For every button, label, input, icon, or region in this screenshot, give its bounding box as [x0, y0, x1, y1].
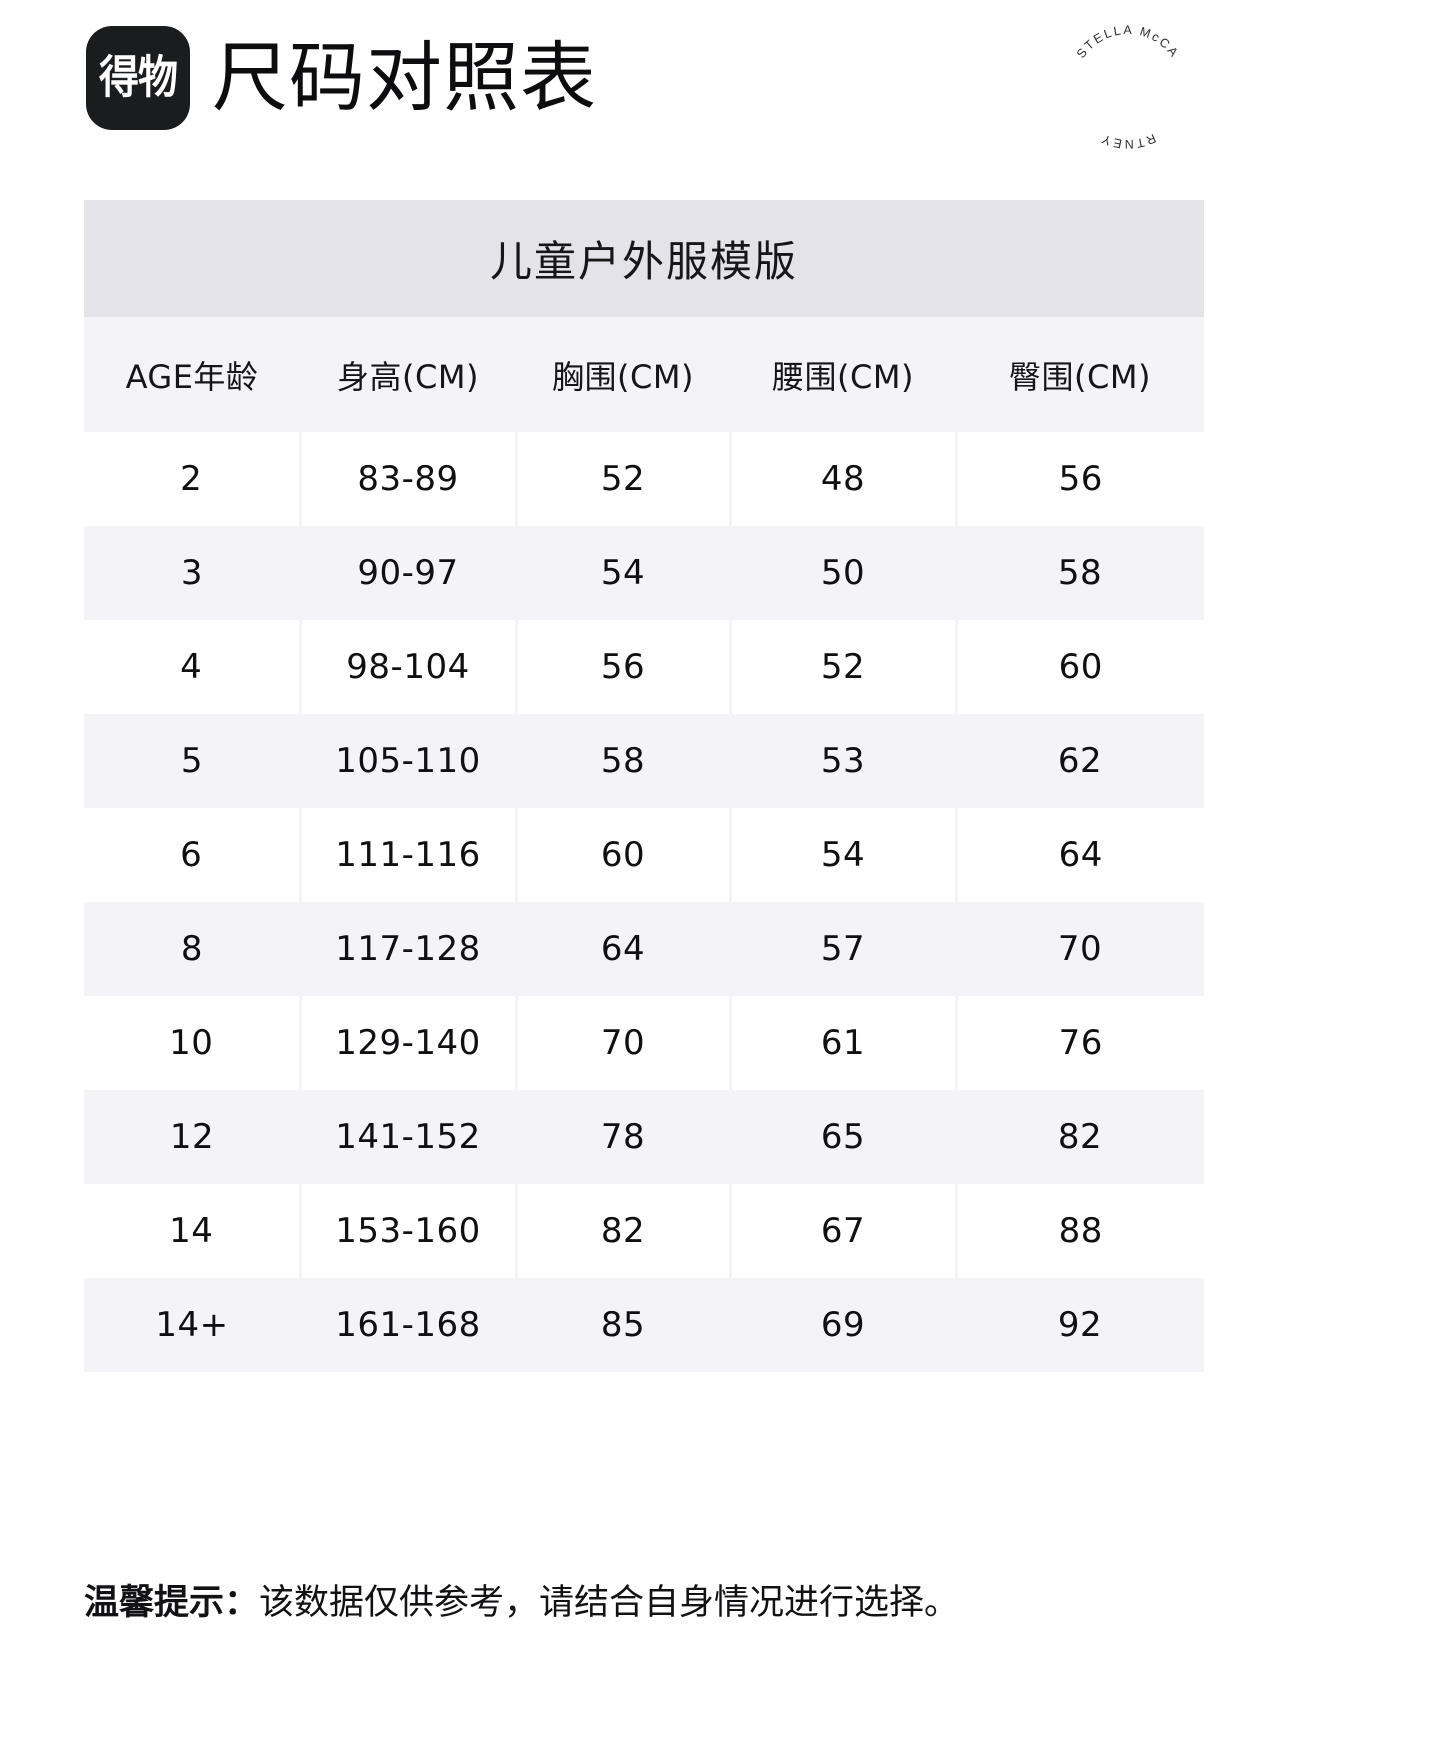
disclaimer-note: 温馨提示：该数据仅供参考，请结合自身情况进行选择。 [84, 1580, 1354, 1627]
cell-chest: 52 [514, 432, 732, 526]
column-header-age: AGE年龄 [84, 317, 300, 432]
cell-waist: 67 [728, 1184, 958, 1278]
table-row: 6 111-116 60 54 64 [84, 808, 1204, 902]
cell-chest: 54 [516, 526, 730, 620]
cell-age: 2 [84, 432, 302, 526]
cell-height: 129-140 [298, 996, 518, 1090]
cell-age: 12 [84, 1090, 300, 1184]
chart-title-band: 儿童户外服模版 [84, 200, 1204, 317]
cell-age: 10 [84, 996, 302, 1090]
cell-waist: 53 [730, 714, 956, 808]
size-table-wrapper: AGE年龄 身高(CM) 胸围(CM) 腰围(CM) 臀围(CM) 2 83-8… [84, 317, 1204, 1372]
cell-waist: 48 [728, 432, 958, 526]
cell-age: 6 [84, 808, 302, 902]
cell-waist: 61 [728, 996, 958, 1090]
cell-hip: 62 [956, 714, 1204, 808]
cell-waist: 50 [730, 526, 956, 620]
table-row: 8 117-128 64 57 70 [84, 902, 1204, 996]
cell-chest: 82 [514, 1184, 732, 1278]
cell-hip: 92 [956, 1278, 1204, 1372]
table-row: 14+ 161-168 85 69 92 [84, 1278, 1204, 1372]
cell-age: 8 [84, 902, 300, 996]
cell-height: 141-152 [300, 1090, 516, 1184]
cell-hip: 76 [954, 996, 1204, 1090]
disclaimer-label: 温馨提示： [84, 1583, 260, 1623]
cell-height: 117-128 [300, 902, 516, 996]
cell-height: 83-89 [298, 432, 518, 526]
cell-waist: 65 [730, 1090, 956, 1184]
cell-hip: 88 [954, 1184, 1204, 1278]
stella-mccartney-circular-logo-icon: STELLA McCA RTNEY [1053, 12, 1203, 162]
page-header: 得物 尺码对照表 STELLA McCA RTNEY [0, 0, 1440, 185]
table-row: 4 98-104 56 52 60 [84, 620, 1204, 714]
cell-age: 14 [84, 1184, 302, 1278]
cell-hip: 56 [954, 432, 1204, 526]
cell-hip: 58 [956, 526, 1204, 620]
cell-chest: 56 [514, 620, 732, 714]
table-row: 14 153-160 82 67 88 [84, 1184, 1204, 1278]
table-row: 3 90-97 54 50 58 [84, 526, 1204, 620]
cell-height: 90-97 [300, 526, 516, 620]
column-header-waist: 腰围(CM) [730, 317, 956, 432]
cell-age: 5 [84, 714, 300, 808]
chart-title: 儿童户外服模版 [489, 237, 798, 286]
column-header-hip: 臀围(CM) [956, 317, 1204, 432]
table-header-row: AGE年龄 身高(CM) 胸围(CM) 腰围(CM) 臀围(CM) [84, 317, 1204, 432]
cell-height: 153-160 [298, 1184, 518, 1278]
cell-waist: 57 [730, 902, 956, 996]
cell-chest: 60 [514, 808, 732, 902]
stamp-arc-bottom-text: RTNEY [1098, 131, 1158, 151]
cell-hip: 64 [954, 808, 1204, 902]
cell-height: 161-168 [300, 1278, 516, 1372]
column-header-height: 身高(CM) [300, 317, 516, 432]
cell-chest: 85 [516, 1278, 730, 1372]
cell-age: 3 [84, 526, 300, 620]
size-table: AGE年龄 身高(CM) 胸围(CM) 腰围(CM) 臀围(CM) 2 83-8… [84, 317, 1204, 1372]
cell-waist: 54 [728, 808, 958, 902]
table-row: 10 129-140 70 61 76 [84, 996, 1204, 1090]
cell-height: 98-104 [298, 620, 518, 714]
dewu-app-logo-icon: 得物 [86, 26, 190, 130]
size-table-body: 2 83-89 52 48 56 3 90-97 54 50 58 4 98-1… [84, 432, 1204, 1372]
cell-hip: 60 [954, 620, 1204, 714]
cell-hip: 70 [956, 902, 1204, 996]
cell-chest: 78 [516, 1090, 730, 1184]
brand-block: 得物 尺码对照表 [86, 26, 597, 130]
cell-height: 111-116 [298, 808, 518, 902]
cell-hip: 82 [956, 1090, 1204, 1184]
cell-height: 105-110 [300, 714, 516, 808]
page-title: 尺码对照表 [212, 33, 597, 122]
cell-age: 14+ [84, 1278, 300, 1372]
cell-age: 4 [84, 620, 302, 714]
cell-waist: 69 [730, 1278, 956, 1372]
table-row: 5 105-110 58 53 62 [84, 714, 1204, 808]
dewu-logo-label: 得物 [99, 52, 178, 104]
disclaimer-body: 该数据仅供参考，请结合自身情况进行选择。 [259, 1583, 960, 1623]
cell-chest: 70 [514, 996, 732, 1090]
column-header-chest: 胸围(CM) [516, 317, 730, 432]
cell-chest: 58 [516, 714, 730, 808]
table-row: 2 83-89 52 48 56 [84, 432, 1204, 526]
stamp-arc-top-text: STELLA McCA [1074, 23, 1182, 61]
table-row: 12 141-152 78 65 82 [84, 1090, 1204, 1184]
cell-waist: 52 [728, 620, 958, 714]
cell-chest: 64 [516, 902, 730, 996]
